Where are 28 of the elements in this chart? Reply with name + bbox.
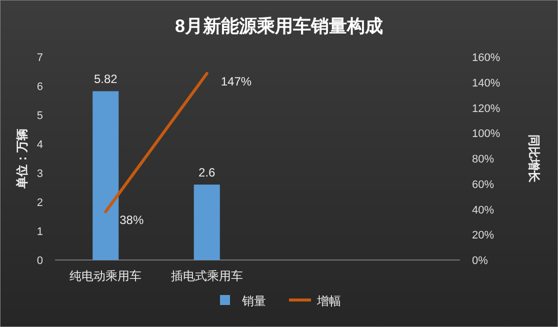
- y2-tick-label: 140%: [472, 77, 500, 90]
- y2-tick-label: 100%: [472, 128, 500, 140]
- legend-label: 销量: [241, 294, 266, 308]
- y2-tick-label: 0%: [472, 255, 488, 267]
- y-tick-label: 6: [36, 81, 43, 93]
- data-label: 147%: [220, 74, 252, 88]
- y-tick-label: 4: [36, 139, 43, 151]
- chart-title: 8月新能源乘用车销量构成: [174, 16, 384, 36]
- y-axis-title: 单位：万辆: [15, 128, 29, 190]
- y-tick-label: 5: [36, 110, 43, 122]
- y-tick-label: 7: [36, 52, 43, 64]
- data-label: 38%: [120, 212, 144, 227]
- y2-tick-label: 80%: [472, 154, 494, 166]
- y-tick-label: 2: [36, 197, 43, 209]
- y2-axis-title: 同比增长: [527, 134, 541, 184]
- y2-tick-label: 120%: [472, 102, 500, 115]
- y-tick-label: 3: [36, 168, 43, 180]
- data-label: 5.82: [94, 72, 118, 86]
- legend-label: 增幅: [316, 294, 341, 308]
- y-tick-label: 1: [36, 226, 43, 238]
- y2-tick-label: 40%: [472, 204, 494, 216]
- data-label: 2.6: [198, 166, 216, 180]
- y2-tick-label: 20%: [472, 230, 494, 242]
- y2-tick-label: 160%: [472, 52, 500, 64]
- x-tick-label: 纯电动乘用车: [70, 269, 142, 283]
- y-tick-label: 0: [36, 255, 43, 267]
- x-tick-label: 插电式乘用车: [170, 269, 243, 283]
- y2-tick-label: 60%: [472, 178, 494, 191]
